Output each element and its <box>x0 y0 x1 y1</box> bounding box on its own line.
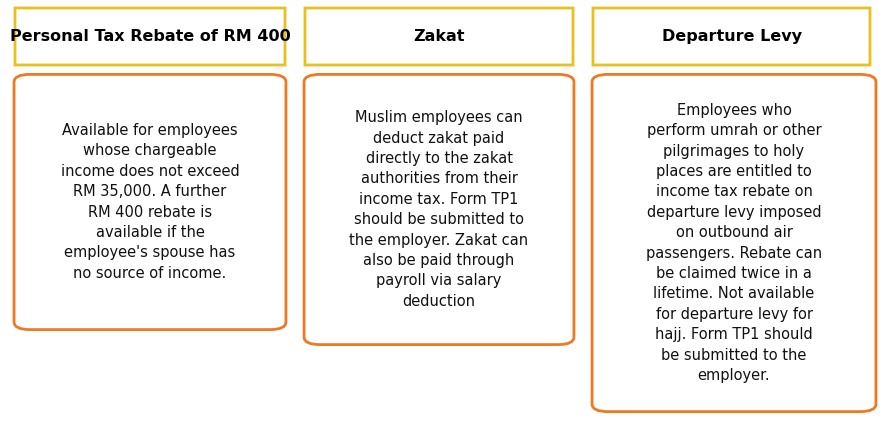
Text: Zakat: Zakat <box>413 29 465 44</box>
Text: Muslim employees can
deduct zakat paid
directly to the zakat
authorities from th: Muslim employees can deduct zakat paid d… <box>350 110 528 309</box>
FancyBboxPatch shape <box>304 74 574 345</box>
Text: Departure Levy: Departure Levy <box>661 29 802 44</box>
FancyBboxPatch shape <box>15 8 285 65</box>
FancyBboxPatch shape <box>14 74 286 330</box>
Text: Personal Tax Rebate of RM 400: Personal Tax Rebate of RM 400 <box>10 29 290 44</box>
FancyBboxPatch shape <box>592 74 876 411</box>
FancyBboxPatch shape <box>593 8 870 65</box>
Text: Employees who
perform umrah or other
pilgrimages to holy
places are entitled to
: Employees who perform umrah or other pil… <box>646 103 822 383</box>
FancyBboxPatch shape <box>305 8 573 65</box>
Text: Available for employees
whose chargeable
income does not exceed
RM 35,000. A fur: Available for employees whose chargeable… <box>61 123 239 281</box>
